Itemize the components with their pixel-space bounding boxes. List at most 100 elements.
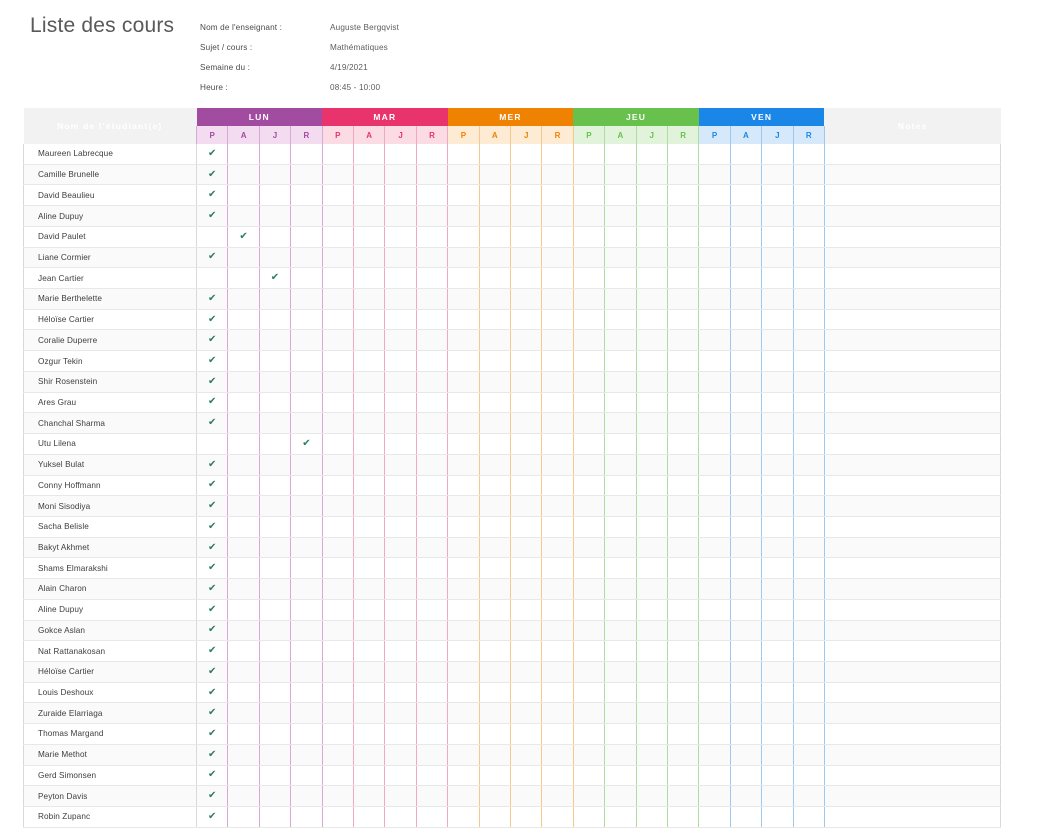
attendance-cell-mar-a[interactable] (352, 495, 385, 517)
attendance-cell-mer-p[interactable] (447, 785, 480, 807)
attendance-cell-mer-r[interactable] (541, 350, 574, 372)
attendance-cell-mer-j[interactable] (509, 578, 542, 600)
attendance-cell-lun-r[interactable] (290, 744, 323, 766)
attendance-cell-ven-j[interactable] (761, 226, 793, 248)
attendance-cell-ven-p[interactable] (698, 267, 731, 290)
notes-cell[interactable] (824, 288, 1002, 310)
attendance-cell-lun-a[interactable]: ✔ (227, 226, 260, 248)
notes-cell[interactable] (824, 682, 1002, 704)
attendance-cell-mar-r[interactable] (415, 247, 449, 269)
attendance-cell-jeu-j[interactable] (635, 164, 668, 186)
attendance-cell-lun-a[interactable] (227, 267, 260, 290)
attendance-cell-mar-r[interactable] (415, 329, 449, 352)
attendance-cell-jeu-p[interactable] (572, 329, 605, 352)
attendance-cell-ven-p[interactable] (698, 475, 731, 497)
notes-cell[interactable] (824, 267, 1002, 290)
attendance-cell-lun-r[interactable] (290, 184, 323, 207)
attendance-cell-lun-p[interactable]: ✔ (196, 640, 228, 662)
attendance-cell-mer-p[interactable] (447, 309, 480, 331)
attendance-cell-ven-j[interactable] (761, 184, 793, 207)
attendance-cell-mar-p[interactable] (321, 702, 354, 725)
attendance-cell-mer-p[interactable] (447, 557, 480, 580)
attendance-cell-mer-r[interactable] (541, 144, 574, 165)
attendance-cell-lun-j[interactable] (258, 226, 291, 248)
attendance-cell-jeu-p[interactable] (572, 578, 605, 600)
attendance-cell-lun-a[interactable] (227, 723, 260, 745)
attendance-cell-mer-a[interactable] (478, 599, 511, 621)
attendance-cell-mer-j[interactable] (509, 288, 542, 310)
attendance-cell-ven-r[interactable] (792, 144, 825, 165)
attendance-cell-jeu-j[interactable] (635, 205, 668, 227)
attendance-cell-mar-j[interactable] (384, 806, 417, 828)
notes-cell[interactable] (824, 785, 1002, 807)
attendance-cell-lun-a[interactable] (227, 537, 260, 559)
attendance-cell-lun-a[interactable] (227, 599, 260, 621)
attendance-cell-jeu-r[interactable] (666, 392, 700, 414)
notes-cell[interactable] (824, 433, 1002, 455)
attendance-cell-mar-p[interactable] (321, 247, 354, 269)
attendance-cell-lun-r[interactable] (290, 806, 323, 828)
attendance-cell-jeu-a[interactable] (604, 144, 637, 165)
attendance-cell-lun-p[interactable] (196, 226, 228, 248)
attendance-cell-ven-a[interactable] (729, 516, 762, 538)
attendance-cell-ven-p[interactable] (698, 640, 731, 662)
attendance-cell-lun-p[interactable]: ✔ (196, 329, 228, 352)
attendance-cell-ven-j[interactable] (761, 205, 793, 227)
attendance-cell-lun-a[interactable] (227, 433, 260, 455)
attendance-cell-mar-j[interactable] (384, 329, 417, 352)
attendance-cell-lun-p[interactable]: ✔ (196, 765, 228, 787)
attendance-cell-mer-a[interactable] (478, 640, 511, 662)
attendance-cell-mar-j[interactable] (384, 557, 417, 580)
attendance-cell-jeu-j[interactable] (635, 309, 668, 331)
attendance-cell-mer-a[interactable] (478, 433, 511, 455)
attendance-cell-jeu-p[interactable] (572, 702, 605, 725)
attendance-cell-jeu-p[interactable] (572, 350, 605, 372)
attendance-cell-jeu-a[interactable] (604, 226, 637, 248)
attendance-cell-mer-r[interactable] (541, 578, 574, 600)
attendance-cell-mar-p[interactable] (321, 144, 354, 165)
attendance-cell-mar-a[interactable] (352, 454, 385, 476)
attendance-cell-mer-a[interactable] (478, 247, 511, 269)
attendance-cell-lun-a[interactable] (227, 454, 260, 476)
attendance-cell-ven-j[interactable] (761, 371, 793, 393)
attendance-cell-mar-a[interactable] (352, 682, 385, 704)
attendance-cell-lun-r[interactable] (290, 620, 323, 642)
attendance-cell-mer-a[interactable] (478, 661, 511, 683)
attendance-cell-mar-p[interactable] (321, 412, 354, 435)
notes-cell[interactable] (824, 329, 1002, 352)
notes-cell[interactable] (824, 164, 1002, 186)
attendance-cell-mar-a[interactable] (352, 267, 385, 290)
attendance-cell-lun-a[interactable] (227, 475, 260, 497)
attendance-cell-lun-j[interactable] (258, 702, 291, 725)
attendance-cell-jeu-r[interactable] (666, 205, 700, 227)
attendance-cell-mar-j[interactable] (384, 578, 417, 600)
attendance-cell-ven-a[interactable] (729, 620, 762, 642)
attendance-cell-mar-j[interactable] (384, 433, 417, 455)
notes-cell[interactable] (824, 412, 1002, 435)
attendance-cell-ven-j[interactable] (761, 433, 793, 455)
attendance-cell-jeu-a[interactable] (604, 620, 637, 642)
attendance-cell-ven-r[interactable] (792, 557, 825, 580)
attendance-cell-jeu-r[interactable] (666, 620, 700, 642)
attendance-cell-mer-r[interactable] (541, 537, 574, 559)
attendance-cell-ven-r[interactable] (792, 433, 825, 455)
attendance-cell-ven-a[interactable] (729, 785, 762, 807)
notes-cell[interactable] (824, 184, 1002, 207)
attendance-cell-lun-r[interactable] (290, 765, 323, 787)
attendance-cell-lun-p[interactable]: ✔ (196, 785, 228, 807)
attendance-cell-ven-a[interactable] (729, 475, 762, 497)
attendance-cell-mer-a[interactable] (478, 205, 511, 227)
attendance-cell-mar-r[interactable] (415, 226, 449, 248)
attendance-cell-ven-a[interactable] (729, 806, 762, 828)
attendance-cell-ven-a[interactable] (729, 454, 762, 476)
attendance-cell-ven-p[interactable] (698, 723, 731, 745)
attendance-cell-mar-r[interactable] (415, 578, 449, 600)
attendance-cell-ven-p[interactable] (698, 288, 731, 310)
attendance-cell-ven-r[interactable] (792, 350, 825, 372)
attendance-cell-lun-p[interactable]: ✔ (196, 164, 228, 186)
attendance-cell-jeu-j[interactable] (635, 557, 668, 580)
attendance-cell-ven-a[interactable] (729, 557, 762, 580)
attendance-cell-lun-a[interactable] (227, 329, 260, 352)
attendance-cell-lun-a[interactable] (227, 578, 260, 600)
attendance-cell-mer-r[interactable] (541, 475, 574, 497)
